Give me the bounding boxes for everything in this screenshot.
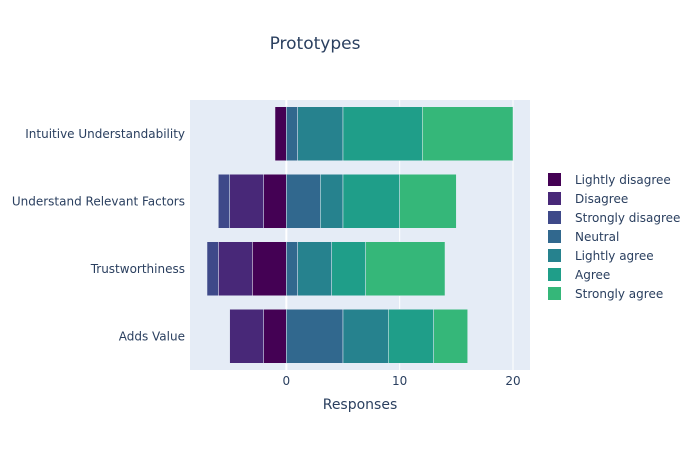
bar[interactable]: [342, 174, 400, 229]
legend-swatch: [548, 230, 561, 243]
legend-item[interactable]: Strongly disagree: [548, 208, 680, 227]
bar[interactable]: [286, 309, 344, 364]
y-tick-label: Adds Value: [119, 329, 185, 343]
legend-swatch: [548, 249, 561, 262]
bar[interactable]: [399, 174, 457, 229]
bar[interactable]: [229, 309, 264, 364]
legend-label: Strongly agree: [575, 286, 664, 301]
legend-item[interactable]: Lightly disagree: [548, 170, 680, 189]
legend-swatch: [548, 287, 561, 300]
y-tick-label: Trustworthiness: [90, 262, 185, 276]
legend-label: Lightly agree: [575, 248, 654, 263]
bar[interactable]: [286, 174, 321, 229]
bar[interactable]: [229, 174, 264, 229]
bar[interactable]: [218, 241, 253, 296]
legend: Lightly disagree Disagree Strongly disagre…: [548, 170, 680, 303]
bar[interactable]: [297, 106, 344, 161]
bars: [206, 106, 514, 364]
bar[interactable]: [263, 309, 287, 364]
y-tick-label: Intuitive Understandability: [25, 127, 185, 141]
bar[interactable]: [286, 106, 298, 161]
legend-swatch: [548, 268, 561, 281]
bar[interactable]: [433, 309, 468, 364]
legend-item[interactable]: Lightly agree: [548, 246, 680, 265]
x-tick-label: 20: [505, 374, 520, 388]
bar[interactable]: [218, 174, 230, 229]
legend-item[interactable]: Agree: [548, 265, 680, 284]
bar[interactable]: [206, 241, 219, 296]
legend-item[interactable]: Disagree: [548, 189, 680, 208]
legend-label: Disagree: [575, 191, 629, 206]
legend-label: Agree: [575, 267, 611, 282]
bar[interactable]: [297, 241, 332, 296]
bar[interactable]: [342, 106, 423, 161]
bar[interactable]: [342, 309, 389, 364]
tick-labels: 0 10 20 Adds Value Trustworthiness Understand…: [12, 127, 521, 388]
x-tick-label: 0: [283, 374, 291, 388]
legend-label: Strongly disagree: [575, 210, 681, 225]
bar[interactable]: [388, 309, 434, 364]
legend-swatch: [548, 192, 561, 205]
bar[interactable]: [320, 174, 344, 229]
y-tick-label: Understand Relevant Factors: [12, 194, 185, 208]
chart-title: Prototypes: [269, 34, 361, 54]
bar[interactable]: [422, 106, 514, 161]
legend-label: Lightly disagree: [575, 172, 671, 187]
legend-swatch: [548, 211, 561, 224]
legend-item[interactable]: Neutral: [548, 227, 680, 246]
bar[interactable]: [252, 241, 287, 296]
legend-swatch: [548, 173, 561, 186]
bar[interactable]: [274, 106, 287, 161]
x-axis-title: Responses: [322, 397, 398, 413]
bar[interactable]: [365, 241, 446, 296]
legend-label: Neutral: [575, 229, 620, 244]
x-tick-label: 10: [392, 374, 407, 388]
bar[interactable]: [286, 241, 298, 296]
bar[interactable]: [331, 241, 366, 296]
bar[interactable]: [263, 174, 287, 229]
legend-item[interactable]: Strongly agree: [548, 284, 680, 303]
